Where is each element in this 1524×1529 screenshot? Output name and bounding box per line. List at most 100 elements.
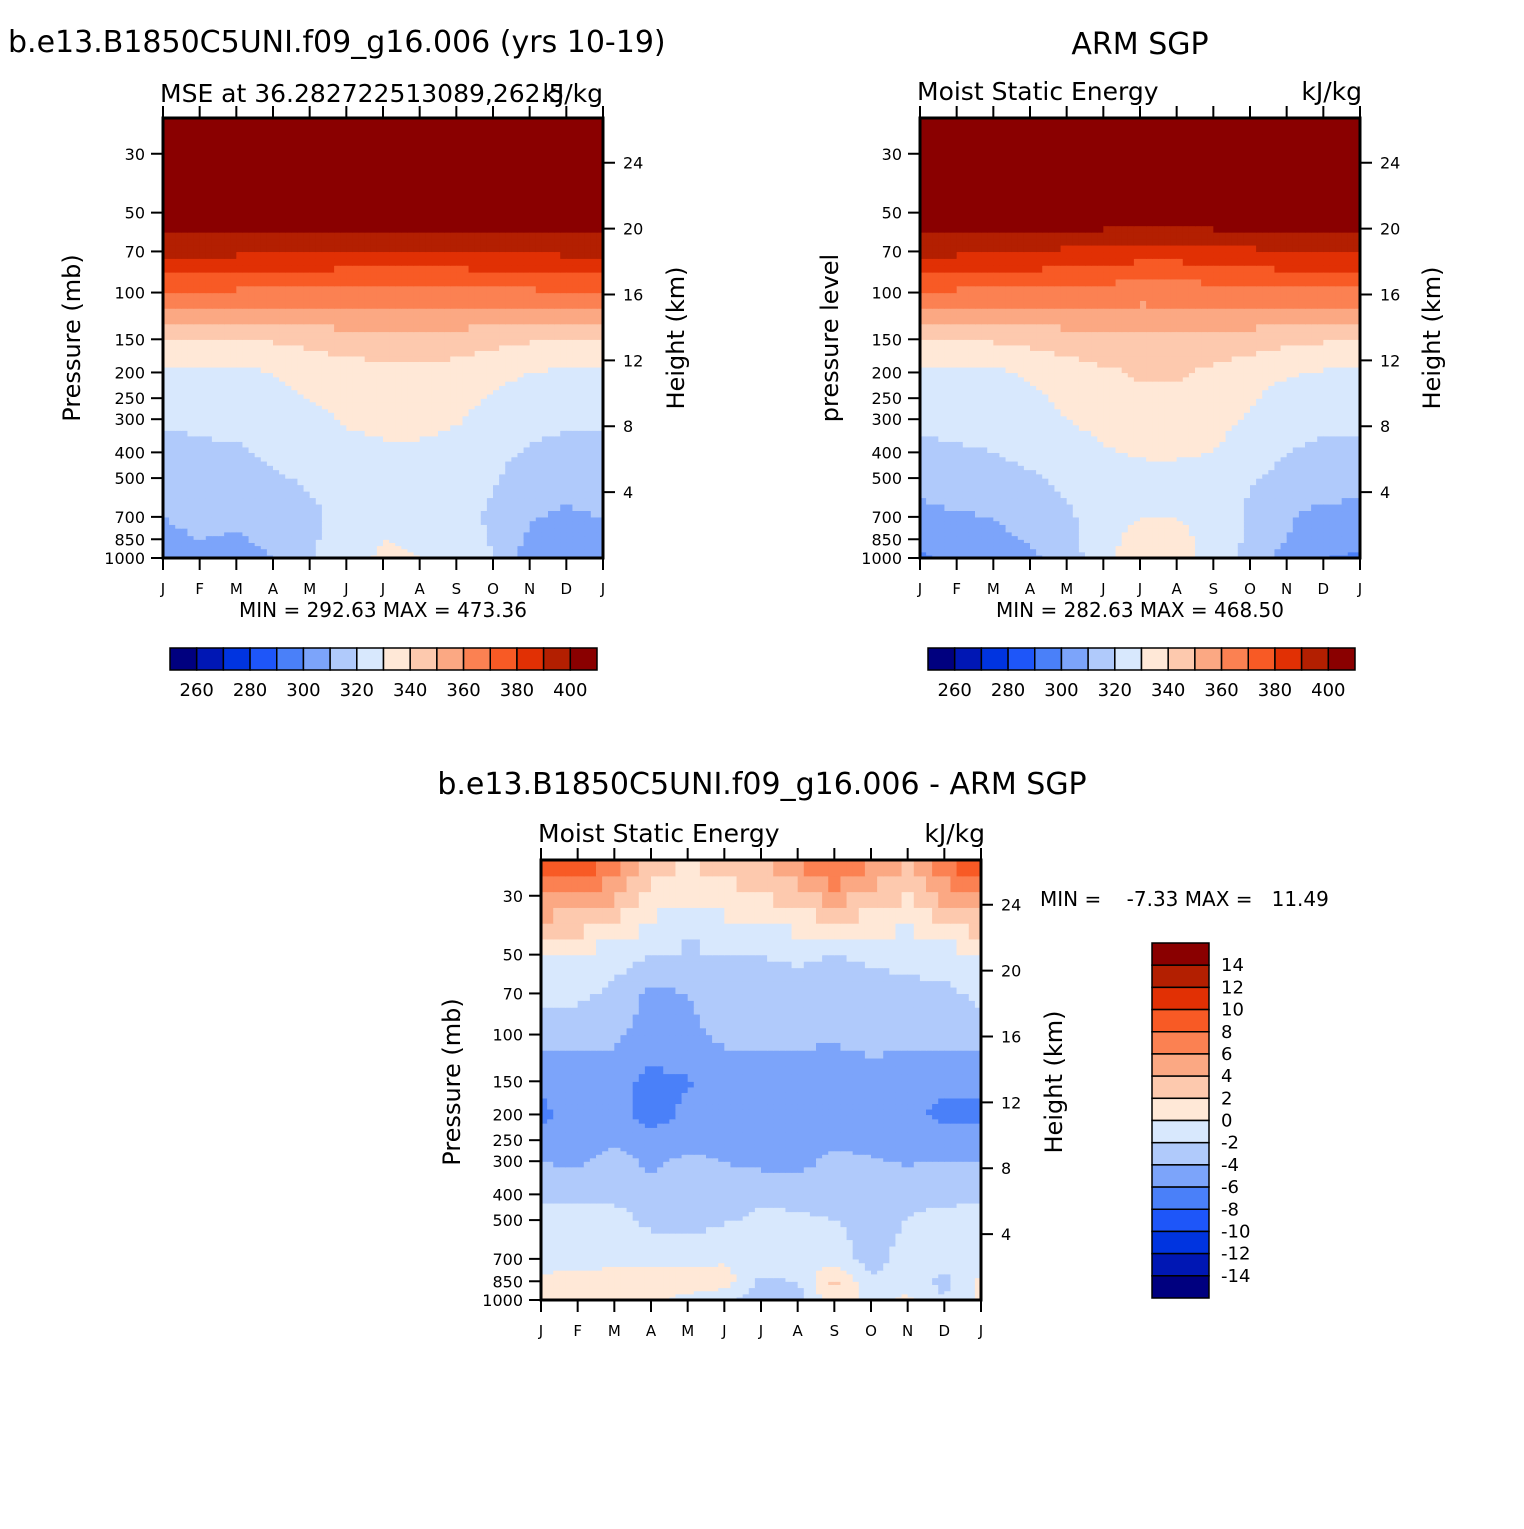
field-cell — [486, 542, 494, 547]
field-cell — [376, 225, 384, 233]
field-cell — [401, 424, 409, 431]
field-cell — [358, 278, 366, 287]
field-cell — [376, 503, 384, 512]
field-cell — [309, 212, 317, 220]
field-cell — [413, 516, 421, 522]
field-cell — [352, 551, 360, 556]
field-cell — [230, 251, 237, 259]
field-cell — [254, 133, 262, 151]
field-cell — [554, 331, 561, 340]
field-cell — [444, 473, 451, 479]
field-cell — [425, 385, 433, 391]
field-cell — [474, 398, 482, 403]
field-cell — [450, 244, 457, 253]
field-cell — [315, 510, 323, 518]
field-cell — [254, 398, 262, 403]
field-cell — [346, 473, 354, 479]
field-cell — [584, 545, 592, 550]
field-cell — [266, 405, 274, 410]
field-cell — [352, 251, 360, 259]
field-cell — [364, 366, 372, 374]
field-cell — [560, 385, 567, 391]
field-cell — [163, 389, 170, 395]
field-cell — [523, 393, 531, 399]
field-cell — [523, 545, 531, 550]
field-cell — [535, 510, 543, 518]
field-cell — [389, 441, 396, 448]
field-cell — [370, 366, 378, 374]
field-cell — [529, 225, 537, 233]
field-cell — [352, 435, 360, 442]
field-cell — [309, 473, 317, 479]
field-cell — [297, 491, 305, 499]
field-cell — [236, 308, 244, 317]
field-cell — [578, 503, 586, 512]
field-cell — [468, 484, 476, 492]
field-cell — [584, 497, 592, 505]
field-cell — [523, 376, 531, 382]
field-cell — [383, 344, 390, 351]
field-cell — [413, 232, 421, 240]
field-cell — [224, 339, 231, 346]
field-cell — [383, 238, 390, 246]
field-cell — [346, 412, 354, 417]
field-cell — [438, 244, 445, 253]
field-cell — [529, 308, 537, 317]
field-cell — [193, 415, 201, 420]
field-cell — [218, 251, 225, 259]
field-cell — [529, 292, 537, 301]
field-cell — [364, 516, 372, 522]
field-cell — [230, 401, 237, 406]
field-cell — [218, 258, 225, 266]
field-cell — [535, 225, 543, 233]
field-cell — [315, 385, 323, 391]
field-cell — [211, 469, 219, 475]
field-cell — [248, 225, 256, 233]
field-cell — [303, 331, 311, 340]
field-cell — [193, 285, 201, 294]
field-cell — [486, 393, 494, 399]
field-cell — [389, 271, 396, 280]
field-cell — [346, 401, 354, 406]
field-cell — [425, 412, 433, 417]
field-cell — [566, 265, 574, 273]
field-cell — [273, 389, 280, 395]
field-cell — [486, 548, 494, 553]
field-cell — [566, 355, 574, 363]
field-cell — [438, 473, 445, 479]
field-cell — [456, 430, 464, 437]
field-cell — [499, 531, 506, 537]
field-cell — [438, 435, 445, 442]
field-cell — [425, 315, 433, 325]
field-cell — [425, 292, 433, 301]
field-cell — [548, 381, 555, 386]
field-cell — [303, 225, 311, 233]
field-cell — [211, 465, 219, 471]
field-cell — [486, 415, 494, 420]
field-cell — [480, 219, 488, 227]
field-cell — [548, 308, 555, 317]
field-cell — [376, 381, 384, 386]
field-cell — [315, 149, 323, 166]
field-cell — [425, 539, 433, 543]
field-cell — [425, 520, 433, 525]
field-cell — [199, 398, 207, 403]
field-cell — [224, 308, 231, 317]
field-cell — [474, 441, 482, 448]
field-cell — [291, 372, 299, 378]
field-cell — [493, 419, 500, 426]
field-cell — [218, 469, 225, 475]
field-cell — [193, 554, 201, 558]
field-cell — [315, 484, 323, 492]
field-cell — [456, 545, 464, 550]
field-cell — [230, 285, 237, 294]
field-cell — [389, 497, 396, 505]
field-cell — [395, 424, 402, 431]
field-cell — [254, 542, 262, 547]
field-cell — [224, 258, 231, 266]
field-cell — [169, 398, 176, 403]
field-cell — [169, 554, 176, 558]
field-cell — [230, 196, 237, 214]
field-cell — [297, 478, 305, 486]
field-cell — [505, 361, 512, 368]
